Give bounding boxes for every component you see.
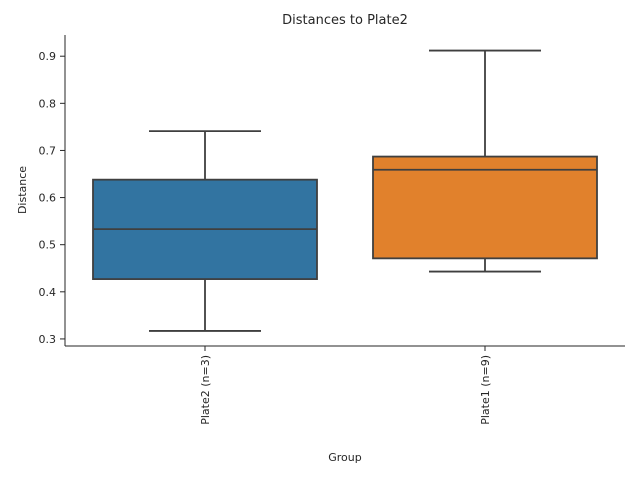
y-tick-label: 0.8 xyxy=(39,97,57,110)
y-tick-label: 0.6 xyxy=(39,192,57,205)
box-group xyxy=(92,130,318,332)
y-axis-ticks: 0.3 0.4 0.5 0.6 0.7 0.8 0.9 xyxy=(39,50,65,346)
x-tick-label: Plate2 (n=3) xyxy=(199,355,212,425)
y-tick-label: 0.3 xyxy=(39,333,57,346)
x-axis-ticks: Plate2 (n=3) Plate1 (n=9) xyxy=(199,346,492,425)
y-tick-label: 0.5 xyxy=(39,239,57,252)
box-iqr xyxy=(372,155,598,260)
y-axis-label: Distance xyxy=(16,166,29,214)
x-axis-label: Group xyxy=(328,451,362,464)
y-tick-label: 0.9 xyxy=(39,50,57,63)
y-tick-label: 0.4 xyxy=(39,286,57,299)
box-group xyxy=(372,49,598,273)
x-tick-label: Plate1 (n=9) xyxy=(479,355,492,425)
chart-title: Distances to Plate2 xyxy=(282,13,408,28)
plot-area xyxy=(92,49,598,332)
y-tick-label: 0.7 xyxy=(39,144,57,157)
